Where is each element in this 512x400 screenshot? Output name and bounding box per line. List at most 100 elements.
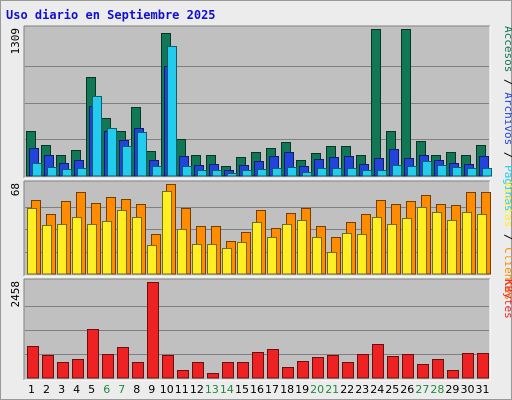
bar-kbytes-day-31: [477, 353, 489, 379]
bar-p-ginas-day-12: [197, 170, 207, 177]
bar-p-ginas-day-18: [287, 167, 297, 177]
bar-kbytes-day-19: [297, 361, 309, 379]
bar-kbytes-day-18: [282, 367, 294, 379]
day-label-8: 8: [133, 383, 140, 396]
day-label-11: 11: [175, 383, 189, 396]
bar-kbytes-day-16: [252, 352, 264, 379]
day-label-15: 15: [235, 383, 249, 396]
bar-p-ginas-day-20: [317, 168, 327, 177]
bar-kbytes-day-28: [432, 359, 444, 379]
bar-kbytes-day-17: [267, 349, 279, 379]
day-label-23: 23: [355, 383, 369, 396]
day-label-5: 5: [88, 383, 95, 396]
bar-kbytes-day-9: [147, 282, 159, 379]
bar-visitas-day-9: [147, 245, 157, 275]
bar-visitas-day-29: [447, 220, 457, 275]
bar-kbytes-day-27: [417, 364, 429, 379]
bar-visitas-day-10: [162, 191, 172, 275]
bar-kbytes-day-21: [327, 355, 339, 379]
bar-kbytes-day-7: [117, 347, 129, 379]
day-label-21: 21: [325, 383, 339, 396]
bar-visitas-day-5: [87, 224, 97, 275]
day-label-29: 29: [445, 383, 459, 396]
bar-visitas-day-18: [282, 224, 292, 275]
day-label-18: 18: [280, 383, 294, 396]
bar-p-ginas-day-31: [482, 168, 492, 177]
bar-visitas-day-14: [222, 248, 232, 275]
bar-p-ginas-day-23: [362, 170, 372, 177]
bar-p-ginas-day-30: [467, 168, 477, 177]
bar-p-ginas-day-24: [377, 170, 387, 177]
bar-kbytes-day-30: [462, 353, 474, 379]
panel-2-max-label: 68: [9, 183, 22, 196]
bar-visitas-day-8: [132, 217, 142, 275]
bar-kbytes-day-29: [447, 370, 459, 379]
bar-p-ginas-day-13: [212, 170, 222, 177]
bar-p-ginas-day-26: [407, 166, 417, 177]
bar-visitas-day-20: [312, 237, 322, 275]
bar-p-ginas-day-27: [422, 161, 432, 177]
bar-p-ginas-day-10: [167, 46, 177, 177]
bar-kbytes-day-10: [162, 355, 174, 379]
bar-visitas-day-22: [342, 233, 352, 275]
day-label-7: 7: [118, 383, 125, 396]
day-label-28: 28: [430, 383, 444, 396]
bar-p-ginas-day-28: [437, 165, 447, 177]
day-label-16: 16: [250, 383, 264, 396]
bar-visitas-day-15: [237, 242, 247, 275]
legend-panel-2: Visitas / Clientes: [502, 181, 512, 300]
bar-p-ginas-day-5: [92, 96, 102, 177]
bar-visitas-day-24: [372, 217, 382, 275]
bar-p-ginas-day-11: [182, 166, 192, 177]
bar-visitas-day-1: [27, 208, 37, 275]
bar-visitas-day-28: [432, 212, 442, 275]
bar-visitas-day-11: [177, 229, 187, 275]
bar-p-ginas-day-9: [152, 166, 162, 177]
bar-visitas-day-21: [327, 252, 337, 275]
bar-accesos-day-26: [401, 29, 411, 177]
day-label-22: 22: [340, 383, 354, 396]
legend-entry-1-5: Páginas: [502, 165, 512, 211]
day-label-26: 26: [400, 383, 414, 396]
day-label-12: 12: [190, 383, 204, 396]
bar-p-ginas-day-1: [32, 163, 42, 177]
bar-kbytes-day-26: [402, 354, 414, 379]
bar-p-ginas-day-16: [257, 169, 267, 177]
day-label-24: 24: [370, 383, 384, 396]
bar-p-ginas-day-4: [77, 168, 87, 177]
bar-visitas-day-4: [72, 217, 82, 275]
bar-kbytes-day-15: [237, 362, 249, 379]
bar-visitas-day-3: [57, 224, 67, 275]
bar-kbytes-day-13: [207, 373, 219, 379]
bar-visitas-day-26: [402, 218, 412, 275]
day-label-19: 19: [295, 383, 309, 396]
bar-kbytes-day-12: [192, 362, 204, 379]
day-label-6: 6: [103, 383, 110, 396]
legend-entry-1-4: /: [502, 145, 512, 165]
bar-visitas-day-12: [192, 244, 202, 275]
legend-entry-1-3: Archivos: [502, 92, 512, 145]
bar-p-ginas-day-7: [122, 146, 132, 177]
bar-p-ginas-day-2: [47, 167, 57, 177]
bar-p-ginas-day-25: [392, 165, 402, 177]
day-label-4: 4: [73, 383, 80, 396]
day-label-3: 3: [58, 383, 65, 396]
bar-p-ginas-day-14: [227, 173, 237, 177]
day-label-9: 9: [148, 383, 155, 396]
legend-entry-2-1: Visitas: [502, 181, 512, 227]
bar-visitas-day-6: [102, 221, 112, 275]
legend-entry-1-2: /: [502, 72, 512, 92]
bar-visitas-day-17: [267, 237, 277, 275]
bar-visitas-day-13: [207, 244, 217, 275]
bar-p-ginas-day-19: [302, 172, 312, 177]
legend-entry-1-1: Accesos: [502, 26, 512, 72]
bar-visitas-day-31: [477, 214, 487, 275]
bar-kbytes-day-22: [342, 362, 354, 379]
bar-p-ginas-day-6: [107, 128, 117, 177]
bar-kbytes-day-20: [312, 357, 324, 379]
bar-visitas-day-23: [357, 234, 367, 275]
day-label-25: 25: [385, 383, 399, 396]
legend-entry-2-3: Clientes: [502, 247, 512, 300]
bar-p-ginas-day-15: [242, 170, 252, 177]
